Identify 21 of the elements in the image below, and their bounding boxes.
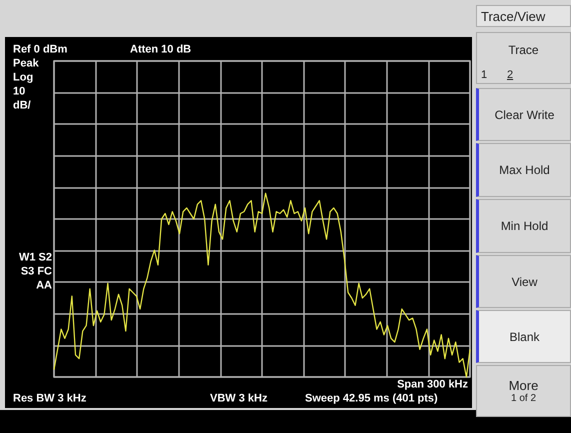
text: 10	[13, 86, 26, 98]
softkey-button: Min Hold	[476, 199, 571, 253]
softkey-button: Blank	[476, 310, 571, 363]
text: S3 FC	[20, 266, 52, 278]
softkey-button: Max Hold	[476, 143, 571, 197]
text: AA	[36, 280, 52, 292]
text: Span 300 kHz	[397, 378, 468, 390]
text: VBW 3 kHz	[210, 392, 268, 404]
softkey-button: Clear Write	[476, 88, 571, 141]
text: dB/	[13, 100, 31, 112]
text: Peak	[13, 58, 40, 70]
text: Res BW 3 kHz	[13, 392, 87, 404]
text: Sweep 42.95 ms (401 pts)	[305, 392, 438, 404]
text: Atten 10 dB	[130, 44, 192, 56]
softkey-button: More 1 of 2	[476, 365, 571, 417]
text: Trace/View	[481, 9, 546, 24]
softkey-button: View	[476, 255, 571, 308]
text: Ref 0 dBm	[13, 44, 68, 56]
softkey-button: Trace 1 2	[476, 32, 571, 84]
text: Log	[13, 72, 34, 84]
text: W1 S2	[18, 252, 52, 264]
